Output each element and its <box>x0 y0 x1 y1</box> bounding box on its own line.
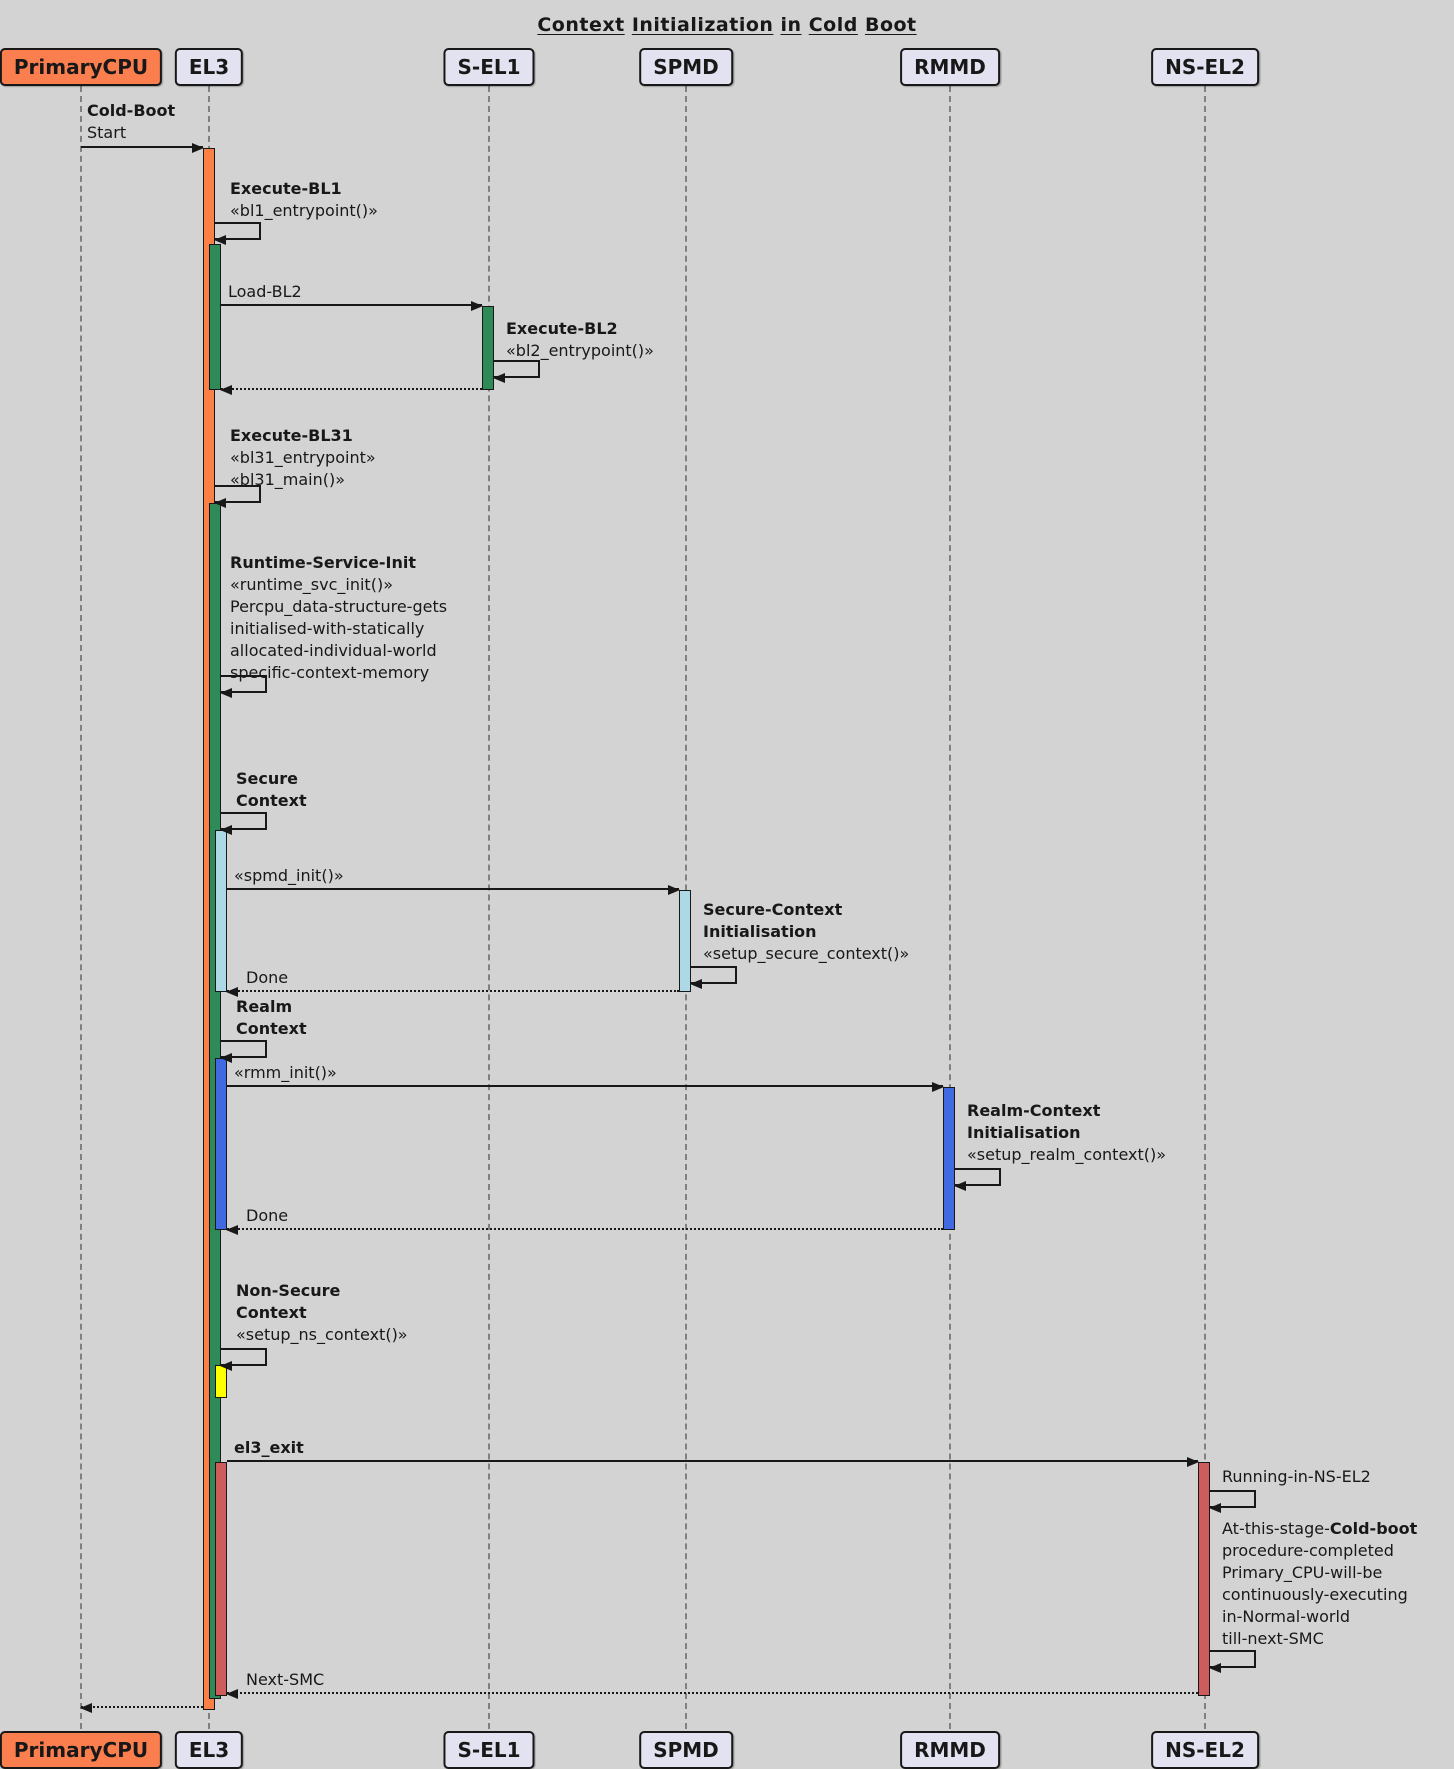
label-non-secure: Non-Secure <box>236 1281 341 1300</box>
label-percpu-line1: Percpu_data-structure-gets <box>230 597 448 616</box>
participant-ns-el2-top: NS-EL2 <box>1151 48 1259 86</box>
participant-ns-el2-bottom: NS-EL2 <box>1151 1731 1259 1769</box>
selfcall-secure-context <box>220 812 267 835</box>
selfcall-execute-bl2 <box>493 360 540 383</box>
arrow-next-smc <box>226 1689 1198 1699</box>
selfcall-cold-boot-complete <box>1209 1650 1256 1673</box>
label-non-secure-context: Context <box>236 1303 307 1322</box>
label-percpu-line2: initialised-with-statically <box>230 619 425 638</box>
label-cold-boot-note-5: in-Normal-world <box>1222 1607 1351 1626</box>
participant-s-el1-top: S-EL1 <box>443 48 535 86</box>
el3-activation-exit-red <box>215 1462 227 1696</box>
label-realm-context: Context <box>236 1019 307 1038</box>
participant-s-el1-bottom: S-EL1 <box>443 1731 535 1769</box>
label-percpu-line3: allocated-individual-world <box>230 641 437 660</box>
label-load-bl2: Load-BL2 <box>228 282 302 301</box>
label-realm-context-init-1: Realm-Context <box>967 1101 1101 1120</box>
selfcall-runtime-service-init <box>220 675 267 698</box>
spmd-activation-lightblue <box>679 890 691 992</box>
arrow-rmm-init <box>227 1082 944 1092</box>
selfcall-realm-context <box>220 1040 267 1063</box>
arrow-done-realm <box>226 1225 943 1235</box>
label-done-realm: Done <box>246 1206 289 1225</box>
selfcall-execute-bl1 <box>214 222 261 245</box>
label-setup-realm-context: «setup_realm_context()» <box>967 1145 1167 1164</box>
label-execute-bl31: Execute-BL31 <box>230 426 353 445</box>
label-cold-boot-note-4: continuously-executing <box>1222 1585 1408 1604</box>
label-realm-context-init-2: Initialisation <box>967 1123 1081 1142</box>
el3-activation-bl1-green <box>209 244 221 390</box>
label-done-secure: Done <box>246 968 289 987</box>
arrow-el3-exit <box>227 1457 1199 1467</box>
label-runtime-service-init: Runtime-Service-Init <box>230 553 417 572</box>
selfcall-running-in-ns-el2 <box>1209 1490 1256 1513</box>
arrow-load-bl2 <box>221 301 483 311</box>
label-secure-context: Context <box>236 791 307 810</box>
participant-rmmd-top: RMMD <box>900 48 1000 86</box>
lifeline-rmmd <box>949 86 951 1729</box>
rmmd-activation-blue <box>943 1087 955 1230</box>
label-cold-boot: Cold-Boot <box>87 101 176 120</box>
label-secure-context-init-2: Initialisation <box>703 922 817 941</box>
label-setup-ns-context: «setup_ns_context()» <box>236 1325 408 1344</box>
diagram-title: Context Initialization in Cold Boot <box>537 14 917 36</box>
participant-rmmd-bottom: RMMD <box>900 1731 1000 1769</box>
arrow-done-secure <box>226 987 679 997</box>
selfcall-setup-ns-context <box>220 1348 267 1371</box>
arrow-return-bl2 <box>220 385 482 395</box>
participant-el3-top: EL3 <box>174 48 244 86</box>
participant-primarycpu-top: PrimaryCPU <box>0 48 163 86</box>
participant-spmd-top: SPMD <box>639 48 733 86</box>
arrow-spmd-init <box>227 885 680 895</box>
label-percpu-line4: specific-context-memory <box>230 663 430 682</box>
selfcall-setup-realm-context <box>954 1168 1001 1191</box>
selfcall-setup-secure-context <box>690 966 737 989</box>
label-next-smc: Next-SMC <box>246 1670 325 1689</box>
label-execute-bl2: Execute-BL2 <box>506 319 618 338</box>
label-secure: Secure <box>236 769 298 788</box>
s-el1-activation-green <box>482 306 494 390</box>
label-cold-boot-note-1: At-this-stage-Cold-boot <box>1222 1519 1418 1538</box>
selfcall-execute-bl31 <box>214 485 261 508</box>
label-execute-bl1: Execute-BL1 <box>230 179 342 198</box>
label-realm: Realm <box>236 997 293 1016</box>
label-secure-context-init-1: Secure-Context <box>703 900 843 919</box>
label-running-in-ns-el2: Running-in-NS-EL2 <box>1222 1467 1371 1486</box>
lifeline-ns-el2 <box>1204 86 1206 1729</box>
label-spmd-init: «spmd_init()» <box>234 866 344 885</box>
el3-activation-realm-blue <box>215 1058 227 1230</box>
label-rmm-init: «rmm_init()» <box>234 1063 337 1082</box>
lifeline-s-el1 <box>488 86 490 1729</box>
label-runtime-svc-init: «runtime_svc_init()» <box>230 575 393 594</box>
participant-el3-bottom: EL3 <box>174 1731 244 1769</box>
arrow-cold-boot-start <box>81 143 204 153</box>
label-bl2-entrypoint: «bl2_entrypoint()» <box>506 341 654 360</box>
ns-el2-activation-red <box>1198 1462 1210 1696</box>
label-start: Start <box>87 123 127 142</box>
label-cold-boot-note-6: till-next-SMC <box>1222 1629 1324 1648</box>
participant-primarycpu-bottom: PrimaryCPU <box>0 1731 163 1769</box>
label-cold-boot-note-3: Primary_CPU-will-be <box>1222 1563 1383 1582</box>
label-bl31-entrypoint: «bl31_entrypoint» <box>230 448 376 467</box>
label-bl1-entrypoint: «bl1_entrypoint()» <box>230 201 378 220</box>
label-cold-boot-note-2: procedure-completed <box>1222 1541 1394 1560</box>
participant-spmd-bottom: SPMD <box>639 1731 733 1769</box>
arrow-return-primarycpu <box>80 1703 203 1713</box>
el3-activation-secure-lightblue <box>215 830 227 992</box>
label-bl31-main: «bl31_main()» <box>230 470 345 489</box>
label-el3-exit: el3_exit <box>234 1438 304 1457</box>
label-setup-secure-context: «setup_secure_context()» <box>703 944 910 963</box>
lifeline-primarycpu <box>80 86 82 1729</box>
